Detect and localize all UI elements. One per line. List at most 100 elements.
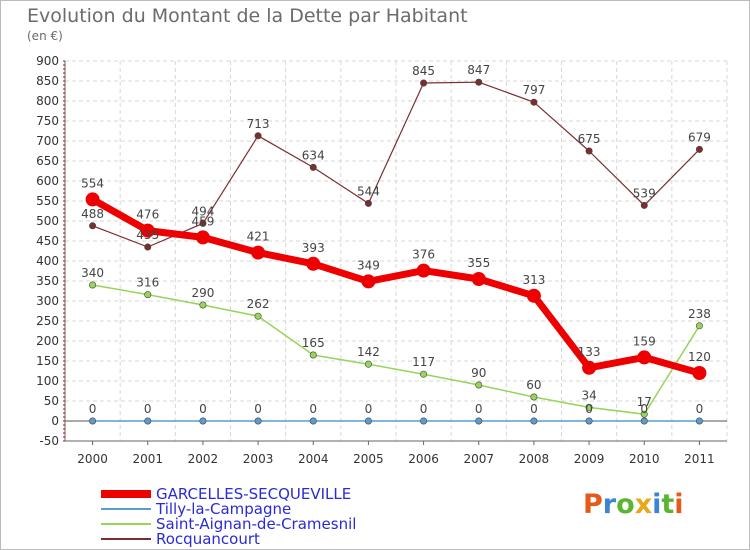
y-tick-label: 400 bbox=[36, 254, 59, 268]
data-label: 0 bbox=[475, 402, 483, 416]
y-tick-label: 700 bbox=[36, 134, 59, 148]
data-point bbox=[89, 417, 97, 425]
legend-label-garcelles: GARCELLES-SECQUEVILLE bbox=[156, 485, 352, 503]
data-point bbox=[530, 98, 538, 106]
data-point bbox=[144, 243, 152, 251]
data-label: 488 bbox=[81, 207, 104, 221]
y-tick-label: 900 bbox=[36, 54, 59, 68]
data-point bbox=[640, 410, 648, 418]
data-point bbox=[420, 370, 428, 378]
legend-label-rocquancourt: Rocquancourt bbox=[156, 530, 260, 548]
data-label: 539 bbox=[633, 186, 656, 200]
data-label: 313 bbox=[522, 273, 545, 287]
y-tick-label: 650 bbox=[36, 154, 59, 168]
data-label: 459 bbox=[191, 214, 214, 228]
y-tick-label: 100 bbox=[36, 374, 59, 388]
data-label: 142 bbox=[357, 345, 380, 359]
y-tick-label: 350 bbox=[36, 274, 59, 288]
y-tick-label: -50 bbox=[39, 434, 59, 448]
data-label: 675 bbox=[578, 132, 601, 146]
legend-swatch-tilly bbox=[101, 508, 151, 510]
data-point bbox=[199, 219, 207, 227]
data-label: 117 bbox=[412, 355, 435, 369]
data-label: 634 bbox=[302, 148, 325, 162]
data-label: 133 bbox=[578, 345, 601, 359]
data-label: 797 bbox=[522, 83, 545, 97]
data-point bbox=[475, 381, 483, 389]
y-tick-label: 50 bbox=[44, 394, 59, 408]
grid-lines bbox=[64, 60, 728, 442]
data-point bbox=[361, 274, 376, 289]
legend-label-tilly: Tilly-la-Campagne bbox=[156, 500, 292, 518]
y-tick-label: 600 bbox=[36, 174, 59, 188]
data-label: 0 bbox=[254, 402, 262, 416]
x-tick-label: 2009 bbox=[574, 452, 605, 466]
data-point bbox=[692, 366, 707, 380]
y-tick-label: 550 bbox=[36, 194, 59, 208]
data-label: 165 bbox=[302, 336, 325, 350]
data-label: 262 bbox=[247, 297, 270, 311]
data-label: 713 bbox=[247, 117, 270, 131]
series-line-3 bbox=[92, 81, 700, 248]
data-point bbox=[89, 281, 97, 289]
logo-letter: i bbox=[652, 489, 662, 520]
logo-letter: r bbox=[602, 489, 617, 520]
data-label: 376 bbox=[412, 248, 435, 262]
data-label: 421 bbox=[247, 230, 270, 244]
data-label: 554 bbox=[81, 176, 104, 190]
data-point bbox=[306, 256, 321, 271]
data-point bbox=[526, 288, 541, 303]
data-point bbox=[420, 417, 428, 425]
chart-unit-label: (en €) bbox=[27, 29, 63, 43]
x-tick-label: 2010 bbox=[629, 452, 660, 466]
proxiti-logo: Proxiti bbox=[583, 489, 684, 520]
data-point bbox=[195, 230, 210, 245]
data-point bbox=[309, 351, 317, 359]
y-tick-label: 0 bbox=[51, 414, 59, 428]
data-point bbox=[199, 301, 207, 309]
data-point bbox=[144, 291, 152, 299]
data-point bbox=[695, 322, 703, 330]
data-point bbox=[364, 360, 372, 368]
data-point bbox=[254, 132, 262, 140]
logo-letter: P bbox=[583, 489, 603, 520]
data-label: 0 bbox=[530, 402, 538, 416]
x-tick-label: 2008 bbox=[519, 452, 550, 466]
data-label: 0 bbox=[309, 402, 317, 416]
data-label: 0 bbox=[365, 402, 373, 416]
x-tick-label: 2000 bbox=[77, 452, 108, 466]
data-label: 340 bbox=[81, 266, 104, 280]
axes: -500501001502002503003504004505005506006… bbox=[36, 54, 727, 466]
data-point bbox=[364, 199, 372, 207]
logo-letter: t bbox=[661, 489, 675, 520]
chart-title: Evolution du Montant de la Dette par Hab… bbox=[27, 5, 468, 27]
x-tick-label: 2011 bbox=[684, 452, 715, 466]
data-point bbox=[585, 417, 593, 425]
data-label: 0 bbox=[696, 402, 704, 416]
data-label: 847 bbox=[467, 63, 490, 77]
y-tick-label: 800 bbox=[36, 94, 59, 108]
data-label: 120 bbox=[688, 350, 711, 364]
data-point bbox=[695, 145, 703, 153]
data-label: 393 bbox=[302, 241, 325, 255]
data-label: 238 bbox=[688, 307, 711, 321]
x-tick-label: 2001 bbox=[132, 452, 163, 466]
data-label: 435 bbox=[136, 228, 159, 242]
data-point bbox=[585, 403, 593, 411]
data-label: 316 bbox=[136, 276, 159, 290]
data-point bbox=[254, 312, 262, 320]
x-tick-label: 2005 bbox=[353, 452, 384, 466]
data-point bbox=[475, 78, 483, 86]
data-label: 0 bbox=[420, 402, 428, 416]
series-line-0 bbox=[90, 196, 701, 377]
y-tick-label: 450 bbox=[36, 234, 59, 248]
y-tick-label: 750 bbox=[36, 114, 59, 128]
data-point bbox=[640, 417, 648, 425]
data-label: 34 bbox=[581, 388, 596, 402]
legend-label-saint-aignan: Saint-Aignan-de-Cramesnil bbox=[156, 515, 357, 533]
data-label: 159 bbox=[633, 334, 656, 348]
data-point bbox=[475, 417, 483, 425]
y-tick-label: 500 bbox=[36, 214, 59, 228]
data-label: 290 bbox=[191, 286, 214, 300]
